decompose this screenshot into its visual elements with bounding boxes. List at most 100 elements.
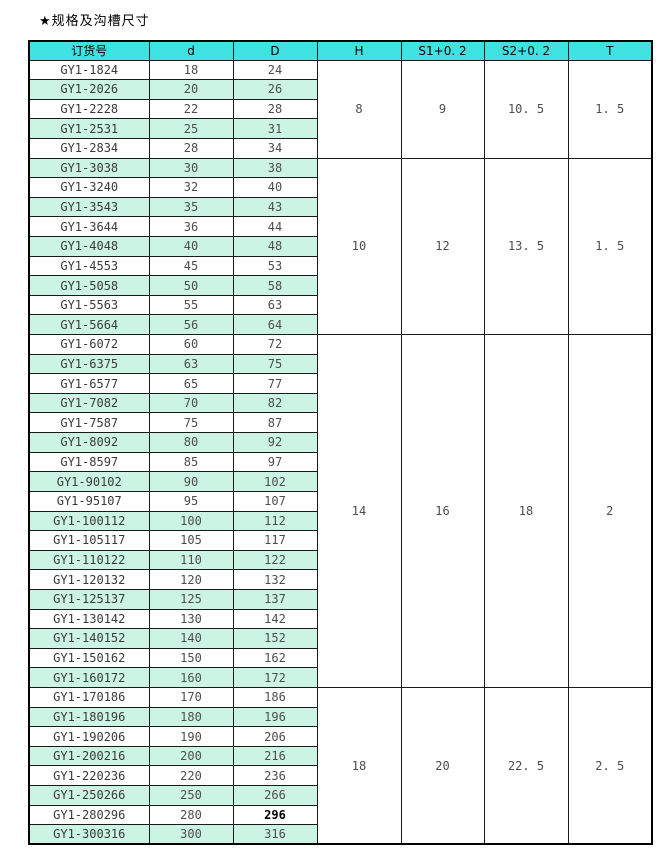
table-row: GY1-200216 200 216 <box>28 745 652 767</box>
d-cell: 45 <box>148 255 234 277</box>
table-row: GY1-300316 300 316 <box>28 824 652 845</box>
order-cell: GY1-110122 <box>28 549 150 571</box>
table-row: GY1-90102 90 102 <box>28 471 652 492</box>
order-cell: GY1-8597 <box>28 451 150 473</box>
order-cell: GY1-160172 <box>28 667 150 688</box>
column-header-t: T <box>567 40 653 61</box>
group-cell-s1: 9 <box>400 59 485 159</box>
big-d-cell: 58 <box>232 275 318 296</box>
order-cell: GY1-4553 <box>28 255 150 277</box>
column-header-s2: S2+0. 2 <box>483 40 569 61</box>
table-row: GY1-8092 80 92 <box>28 432 652 453</box>
order-cell: GY1-120132 <box>28 569 150 590</box>
big-d-cell: 117 <box>232 530 318 551</box>
table-row: GY1-2834 28 34 <box>28 137 652 159</box>
big-d-cell: 142 <box>232 608 318 630</box>
d-cell: 18 <box>148 59 234 81</box>
big-d-cell: 34 <box>232 137 318 159</box>
column-header-cap-d: D <box>232 40 318 61</box>
order-cell: GY1-7082 <box>28 392 150 414</box>
table-row: GY1-4048 40 48 <box>28 235 652 257</box>
d-cell: 70 <box>148 392 234 414</box>
d-cell: 55 <box>148 294 234 316</box>
group-cell-h: 8 <box>316 59 402 159</box>
table-row: GY1-7082 70 82 <box>28 392 652 414</box>
d-cell: 32 <box>148 177 234 198</box>
d-cell: 180 <box>148 706 234 728</box>
table-row: GY1-280296 280 296 <box>28 804 652 826</box>
d-cell: 30 <box>148 157 234 179</box>
big-d-cell: 87 <box>232 412 318 434</box>
order-cell: GY1-3644 <box>28 216 150 237</box>
d-cell: 50 <box>148 275 234 296</box>
group-cell-s1: 20 <box>400 687 485 845</box>
big-d-cell: 75 <box>232 353 318 375</box>
order-cell: GY1-150162 <box>28 647 150 669</box>
big-d-cell: 296 <box>232 804 318 826</box>
d-cell: 200 <box>148 745 234 767</box>
d-cell: 130 <box>148 608 234 630</box>
order-cell: GY1-7587 <box>28 412 150 434</box>
column-header-d: d <box>148 40 234 61</box>
group-cell-h: 10 <box>316 157 402 336</box>
d-cell: 60 <box>148 334 234 355</box>
order-cell: GY1-130142 <box>28 608 150 630</box>
table-row: GY1-1824 18 24 8 9 10. 5 1. 5 <box>28 59 653 159</box>
order-cell: GY1-5664 <box>28 314 150 336</box>
table-row: GY1-125137 125 137 <box>28 588 652 610</box>
column-header-h: H <box>316 40 402 61</box>
table-row: GY1-3240 32 40 <box>28 177 652 198</box>
d-cell: 140 <box>148 628 234 649</box>
group-cell-t: 1. 5 <box>567 59 653 159</box>
big-d-cell: 77 <box>232 373 318 394</box>
order-cell: GY1-6072 <box>28 334 150 355</box>
order-cell: GY1-6375 <box>28 353 150 375</box>
order-cell: GY1-95107 <box>28 490 150 512</box>
order-cell: GY1-5563 <box>28 294 150 316</box>
d-cell: 120 <box>148 569 234 590</box>
d-cell: 90 <box>148 471 234 492</box>
group-cell-s2: 22. 5 <box>483 687 569 845</box>
big-d-cell: 26 <box>232 79 318 100</box>
big-d-cell: 53 <box>232 255 318 277</box>
order-cell: GY1-90102 <box>28 471 150 492</box>
group-cell-t: 2. 5 <box>567 687 653 845</box>
big-d-cell: 196 <box>232 706 318 728</box>
column-header-order-number: 订货号 <box>28 40 150 61</box>
big-d-cell: 206 <box>232 726 318 747</box>
d-cell: 25 <box>148 118 234 139</box>
big-d-cell: 24 <box>232 59 318 81</box>
big-d-cell: 72 <box>232 334 318 355</box>
table-body: GY1-1824 18 24 8 9 10. 5 1. 5 GY1-2026 20 26 GY1-2… <box>28 59 653 845</box>
table-row: GY1-3038 30 38 10 12 13. 5 1. 5 <box>28 157 653 336</box>
d-cell: 20 <box>148 79 234 100</box>
table-row: GY1-130142 130 142 <box>28 608 652 630</box>
d-cell: 160 <box>148 667 234 688</box>
big-d-cell: 92 <box>232 432 318 453</box>
big-d-cell: 40 <box>232 177 318 198</box>
big-d-cell: 107 <box>232 490 318 512</box>
big-d-cell: 216 <box>232 745 318 767</box>
group-cell-s1: 16 <box>400 334 485 688</box>
order-cell: GY1-125137 <box>28 588 150 610</box>
group-cell-t: 1. 5 <box>567 157 653 336</box>
big-d-cell: 64 <box>232 314 318 336</box>
d-cell: 190 <box>148 726 234 747</box>
order-cell: GY1-2026 <box>28 79 150 100</box>
d-cell: 36 <box>148 216 234 237</box>
order-cell: GY1-1824 <box>28 59 150 81</box>
table-row: GY1-6375 63 75 <box>28 353 652 375</box>
table-row: GY1-8597 85 97 <box>28 451 652 473</box>
table-row: GY1-3543 35 43 <box>28 196 652 218</box>
order-cell: GY1-190206 <box>28 726 150 747</box>
order-cell: GY1-180196 <box>28 706 150 728</box>
d-cell: 250 <box>148 785 234 806</box>
big-d-cell: 316 <box>232 824 318 845</box>
d-cell: 65 <box>148 373 234 394</box>
d-cell: 40 <box>148 235 234 257</box>
big-d-cell: 122 <box>232 549 318 571</box>
table-row: GY1-3644 36 44 <box>28 216 652 237</box>
big-d-cell: 132 <box>232 569 318 590</box>
